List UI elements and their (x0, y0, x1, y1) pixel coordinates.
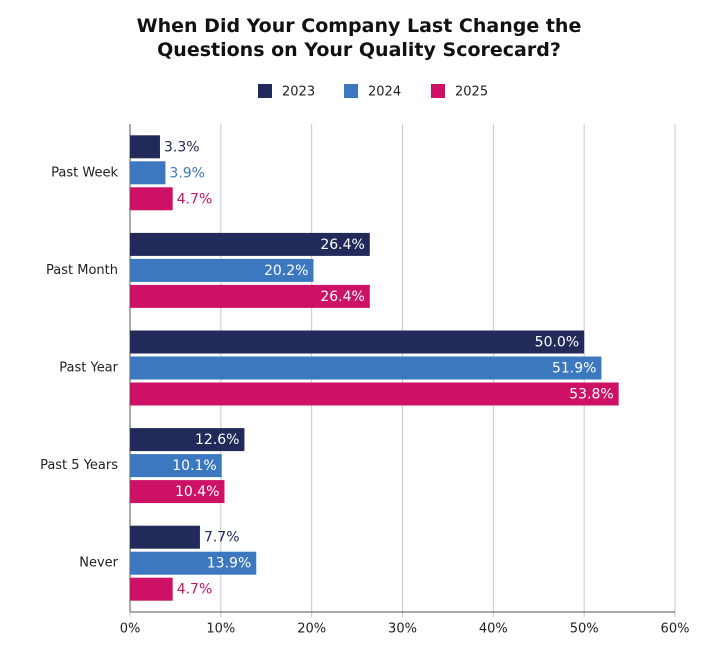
x-tick-label: 40% (479, 622, 508, 637)
data-label: 3.9% (169, 165, 205, 181)
bar (130, 284, 370, 308)
legend-label: 2023 (282, 85, 315, 100)
x-tick-label: 30% (388, 622, 417, 637)
bar (130, 135, 160, 159)
bar (130, 551, 257, 575)
data-label: 20.2% (264, 263, 308, 279)
legend-swatch (431, 84, 445, 98)
legend-swatch (344, 84, 358, 98)
x-tick-label: 20% (297, 622, 326, 637)
y-tick-label: Past Month (46, 263, 118, 278)
data-label: 4.7% (177, 191, 213, 207)
y-tick-label: Never (79, 556, 118, 571)
legend-swatch (258, 84, 272, 98)
data-label: 13.9% (207, 556, 251, 572)
data-label: 10.1% (172, 458, 216, 474)
bar (130, 187, 173, 211)
bar (130, 428, 245, 452)
x-tick-label: 60% (661, 622, 690, 637)
x-tick-label: 10% (206, 622, 235, 637)
bar (130, 454, 222, 478)
data-label: 3.3% (164, 139, 200, 155)
bar (130, 382, 619, 406)
data-label: 12.6% (195, 432, 239, 448)
data-label: 7.7% (204, 530, 240, 546)
data-label: 10.4% (175, 484, 219, 500)
data-label: 4.7% (177, 582, 213, 598)
bar (130, 525, 200, 549)
bar (130, 161, 166, 185)
x-tick-label: 50% (570, 622, 599, 637)
y-tick-label: Past 5 Years (40, 458, 118, 473)
legend-label: 2024 (368, 85, 401, 100)
y-tick-label: Past Year (59, 361, 118, 376)
chart-title: When Did Your Company Last Change the Qu… (136, 15, 582, 61)
bar (130, 232, 370, 256)
data-label: 26.4% (320, 289, 364, 305)
data-label: 50.0% (535, 335, 579, 351)
bar (130, 258, 314, 282)
data-label: 51.9% (552, 361, 596, 377)
data-label: 26.4% (320, 237, 364, 253)
x-tick-label: 0% (120, 622, 141, 637)
data-label: 53.8% (569, 387, 613, 403)
bar (130, 330, 585, 354)
bar (130, 480, 225, 504)
bar (130, 577, 173, 601)
bar (130, 356, 602, 380)
legend-label: 2025 (455, 85, 488, 100)
y-tick-label: Past Week (51, 165, 118, 180)
